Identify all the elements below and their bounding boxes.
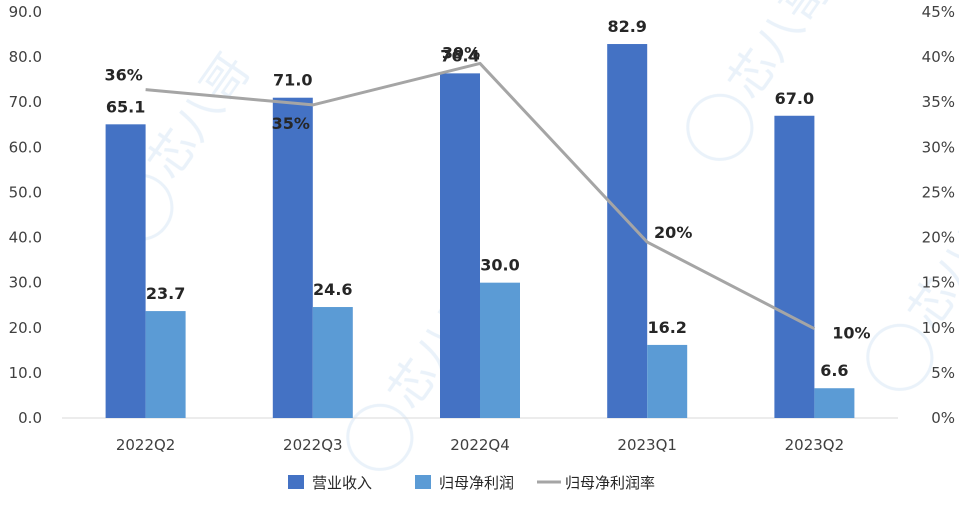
revenue-data-label: 65.1 <box>106 97 145 116</box>
y-left-tick-label: 80.0 <box>9 48 42 66</box>
revenue-bar <box>105 124 146 419</box>
net-profit-bar <box>312 307 353 418</box>
revenue-data-label: 82.9 <box>607 17 646 36</box>
x-tick-label: 2022Q2 <box>116 436 176 454</box>
y-right-tick-label: 0% <box>931 409 955 427</box>
y-left-tick-label: 0.0 <box>18 409 42 427</box>
net-profit-data-label: 23.7 <box>146 284 185 303</box>
legend-label: 归母净利润 <box>439 474 514 492</box>
y-right-tick-label: 10% <box>922 319 955 337</box>
y-left-tick-label: 40.0 <box>9 229 42 247</box>
y-right-tick-label: 40% <box>922 48 955 66</box>
revenue-data-label: 76.4 <box>440 46 479 65</box>
legend-swatch <box>415 475 431 489</box>
net-profit-bar <box>647 344 688 418</box>
y-axis-left: 0.0 10.0 20.0 30.0 40.0 50.0 60.0 70.0 80.0 90.0 <box>9 3 42 427</box>
legend: 营业收入 归母净利润 归母净利润率 <box>288 474 655 492</box>
y-right-tick-label: 45% <box>922 3 955 21</box>
revenue-data-label: 67.0 <box>775 89 814 108</box>
net-profit-data-label: 30.0 <box>480 256 519 275</box>
y-left-tick-label: 70.0 <box>9 93 42 111</box>
x-tick-label: 2023Q1 <box>617 436 677 454</box>
bar-series <box>105 44 855 419</box>
y-right-tick-label: 15% <box>922 274 955 292</box>
y-right-tick-label: 25% <box>922 183 955 201</box>
net-margin-data-label: 10% <box>832 324 870 343</box>
revenue-bar <box>272 97 313 418</box>
svg-text:芯八哥: 芯八哥 <box>137 44 260 188</box>
net-profit-data-label: 24.6 <box>313 280 352 299</box>
svg-text:芯八哥: 芯八哥 <box>897 194 959 338</box>
y-right-tick-label: 35% <box>922 93 955 111</box>
y-left-tick-label: 50.0 <box>9 183 42 201</box>
revenue-bar <box>440 73 480 419</box>
y-right-tick-label: 30% <box>922 138 955 156</box>
revenue-data-label: 71.0 <box>273 71 312 90</box>
y-left-tick-label: 30.0 <box>9 274 42 292</box>
y-left-tick-label: 20.0 <box>9 319 42 337</box>
net-profit-data-label: 16.2 <box>647 318 686 337</box>
x-tick-label: 2023Q2 <box>785 436 845 454</box>
net-profit-data-label: 6.6 <box>820 361 848 380</box>
net-profit-bar <box>145 311 186 418</box>
revenue-bar <box>774 115 815 418</box>
net-margin-data-label: 39% <box>442 43 480 62</box>
net-margin-data-label: 36% <box>104 66 142 85</box>
x-tick-label: 2022Q4 <box>450 436 510 454</box>
legend-label: 归母净利润率 <box>565 474 655 492</box>
data-labels: 65.1 71.0 76.4 82.9 67.0 23.7 24.6 30.0 16.2 6.6 3… <box>104 17 870 380</box>
legend-swatch <box>288 475 304 489</box>
y-left-tick-label: 10.0 <box>9 364 42 382</box>
y-right-tick-label: 5% <box>931 364 955 382</box>
watermark-mark: 芯八哥 <box>686 0 841 161</box>
net-margin-data-label: 20% <box>654 223 692 242</box>
net-margin-data-label: 35% <box>272 114 310 133</box>
net-profit-bar <box>480 282 520 418</box>
net-margin-line <box>145 61 816 331</box>
y-axis-right: 0% 5% 10% 15% 20% 25% 30% 35% 40% 45% <box>922 3 955 427</box>
revenue-bar <box>607 44 648 418</box>
x-tick-label: 2022Q3 <box>283 436 343 454</box>
legend-label: 营业收入 <box>312 474 372 492</box>
net-profit-bar <box>814 388 855 418</box>
line-series <box>145 61 816 331</box>
x-axis-labels: 2022Q2 2022Q3 2022Q4 2023Q1 2023Q2 <box>116 436 844 454</box>
y-left-tick-label: 90.0 <box>9 3 42 21</box>
y-right-tick-label: 20% <box>922 229 955 247</box>
y-left-tick-label: 60.0 <box>9 138 42 156</box>
